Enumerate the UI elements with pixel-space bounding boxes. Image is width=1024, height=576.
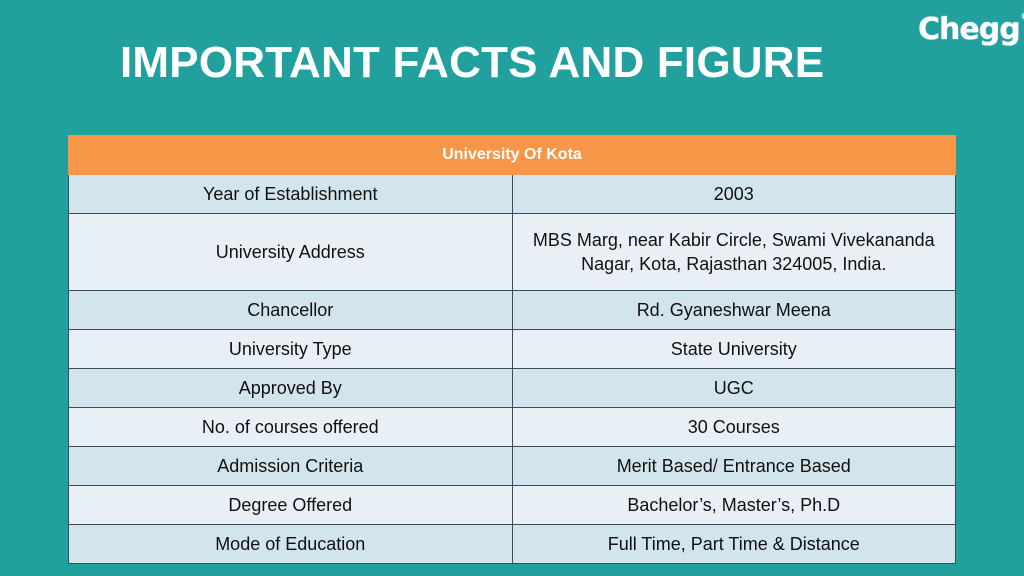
row-value: 2003 — [511, 174, 956, 214]
row-value: Bachelor’s, Master’s, Ph.D — [511, 485, 956, 525]
row-value: Full Time, Part Time & Distance — [511, 524, 956, 564]
table-row: Chancellor Rd. Gyaneshwar Meena — [68, 290, 956, 330]
table-row: Mode of Education Full Time, Part Time &… — [68, 524, 956, 564]
table-heading: University Of Kota — [68, 135, 956, 175]
table-row: Degree Offered Bachelor’s, Master’s, Ph.… — [68, 485, 956, 525]
registered-mark: ® — [1021, 12, 1024, 21]
table-row: University Type State University — [68, 329, 956, 369]
row-label: Chancellor — [68, 290, 513, 330]
row-label: University Type — [68, 329, 513, 369]
row-label: Admission Criteria — [68, 446, 513, 486]
page-title: IMPORTANT FACTS AND FIGURE — [120, 38, 825, 87]
row-label: Mode of Education — [68, 524, 513, 564]
table-row: No. of courses offered 30 Courses — [68, 407, 956, 447]
chegg-logo: Chegg® — [918, 12, 1024, 47]
row-value: State University — [511, 329, 956, 369]
row-value: Merit Based/ Entrance Based — [511, 446, 956, 486]
row-value: UGC — [511, 368, 956, 408]
row-label: Degree Offered — [68, 485, 513, 525]
row-label: University Address — [68, 213, 513, 291]
row-value: 30 Courses — [511, 407, 956, 447]
table-header-row: University Of Kota — [68, 135, 956, 175]
logo-text: Chegg — [918, 12, 1021, 47]
row-value: MBS Marg, near Kabir Circle, Swami Vivek… — [511, 213, 956, 291]
table-row: Admission Criteria Merit Based/ Entrance… — [68, 446, 956, 486]
table-row: Year of Establishment 2003 — [68, 174, 956, 214]
row-label: No. of courses offered — [68, 407, 513, 447]
table-row: University Address MBS Marg, near Kabir … — [68, 213, 956, 291]
row-label: Approved By — [68, 368, 513, 408]
facts-table: University Of Kota Year of Establishment… — [68, 135, 956, 564]
table-row: Approved By UGC — [68, 368, 956, 408]
row-value: Rd. Gyaneshwar Meena — [511, 290, 956, 330]
row-label: Year of Establishment — [68, 174, 513, 214]
